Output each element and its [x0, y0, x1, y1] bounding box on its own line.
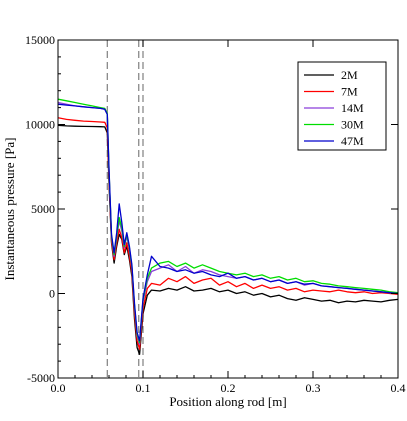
vertical-reference-lines — [106, 40, 144, 378]
series-line-47M — [58, 103, 398, 342]
x-tick-label: 0.3 — [306, 381, 321, 395]
y-tick-label: 0 — [49, 287, 55, 301]
x-axis-label: Position along rod [m] — [169, 394, 286, 409]
x-tick-label: 0.2 — [221, 381, 236, 395]
x-axis: 0.0 0.1 0.2 0.3 0.4 — [51, 40, 406, 395]
legend-label: 47M — [341, 134, 364, 148]
legend: 2M 7M 14M 30M 47M — [297, 61, 387, 151]
legend-label: 14M — [341, 101, 364, 115]
legend-label: 2M — [341, 68, 358, 82]
series-lines — [58, 98, 398, 355]
y-tick-label: 5000 — [31, 202, 55, 216]
y-tick-label: 10000 — [25, 118, 55, 132]
x-tick-label: 0.1 — [136, 381, 151, 395]
legend-label: 7M — [341, 85, 358, 99]
x-tick-label: 0.0 — [51, 381, 66, 395]
y-axis: -5000 0 5000 10000 15000 — [25, 33, 398, 385]
legend-box — [297, 61, 387, 151]
x-tick-label: 0.4 — [391, 381, 406, 395]
y-tick-label: -5000 — [27, 371, 55, 385]
y-tick-label: 15000 — [25, 33, 55, 47]
legend-label: 30M — [341, 118, 364, 132]
y-axis-label: Instantaneous pressure [Pa] — [2, 138, 17, 281]
